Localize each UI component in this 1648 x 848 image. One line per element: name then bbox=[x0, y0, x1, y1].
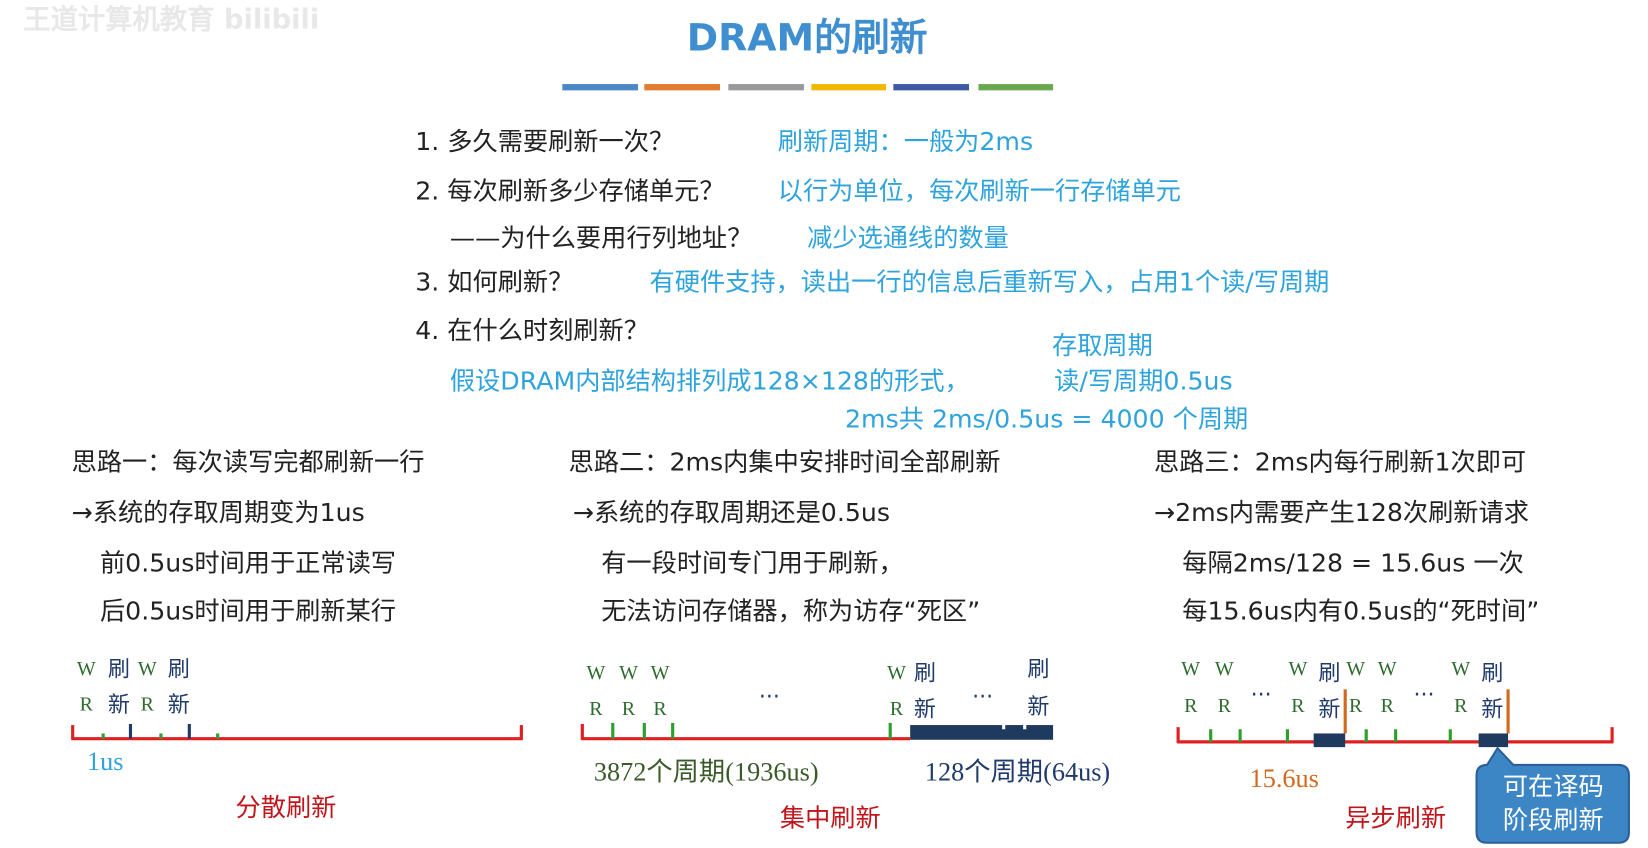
question: 3. 如何刷新？ bbox=[415, 268, 573, 297]
column-heading: 思路三：2ms内每行刷新1次即可 bbox=[1154, 447, 1526, 476]
timeline-label: 刷 bbox=[1318, 662, 1340, 687]
timeline-label: 刷 bbox=[914, 662, 936, 687]
column-line: 每15.6us内有0.5us的“死时间” bbox=[1182, 597, 1539, 626]
assumption-line: 假设DRAM内部结构排列成128×128的形式， bbox=[450, 366, 970, 395]
timeline-label: W bbox=[1215, 658, 1234, 680]
timeline-label: 新 bbox=[108, 693, 130, 718]
timeline-label: 刷 bbox=[168, 657, 190, 682]
column-line: →系统的存取周期还是0.5us bbox=[573, 498, 890, 527]
timeline-label: R bbox=[1184, 695, 1198, 717]
timeline-label: W bbox=[619, 662, 638, 684]
timeline-label: W bbox=[887, 662, 906, 684]
timeline-async bbox=[1176, 689, 1614, 748]
callout-text: 可在译码 bbox=[1503, 772, 1604, 801]
assumption-label: 存取周期 bbox=[1052, 331, 1153, 360]
timeline-note: 异步刷新 bbox=[1345, 804, 1446, 833]
timeline-label: W bbox=[587, 662, 606, 684]
answer: 刷新周期：一般为2ms bbox=[778, 127, 1033, 156]
timeline-label: ... bbox=[759, 678, 780, 703]
column-line: 无法访问存储器，称为访存“死区” bbox=[601, 597, 980, 626]
timeline-label: R bbox=[622, 698, 636, 720]
title-underline bbox=[562, 84, 1054, 91]
timeline-note: 分散刷新 bbox=[236, 793, 337, 822]
timeline-label: W bbox=[1451, 658, 1470, 680]
timeline-label: W bbox=[1288, 658, 1307, 680]
timeline-label: R bbox=[1349, 695, 1363, 717]
assumption-line: 2ms共 2ms/0.5us = 4000 个周期 bbox=[845, 404, 1248, 433]
timeline-note: 15.6us bbox=[1250, 764, 1319, 793]
callout-text: 阶段刷新 bbox=[1503, 806, 1604, 835]
column-line: 每隔2ms/128 = 15.6us 一次 bbox=[1182, 548, 1523, 577]
column-line: 前0.5us时间用于正常读写 bbox=[100, 548, 396, 577]
timeline-label: W bbox=[77, 658, 96, 680]
answer: 有硬件支持，读出一行的信息后重新写入，占用1个读/写周期 bbox=[650, 268, 1330, 297]
timeline-label: W bbox=[138, 658, 157, 680]
timeline-label: R bbox=[890, 698, 904, 720]
callout: 可在译码 阶段刷新 bbox=[1475, 746, 1630, 844]
timeline-label: 新 bbox=[1027, 695, 1049, 720]
question: 4. 在什么时刻刷新？ bbox=[415, 316, 649, 345]
assumption-line: 读/写周期0.5us bbox=[1054, 366, 1233, 395]
timeline-label: R bbox=[80, 694, 94, 716]
timeline-label: R bbox=[141, 694, 155, 716]
timeline-label: R bbox=[1381, 695, 1395, 717]
timeline-label: 刷 bbox=[1027, 657, 1049, 682]
timeline-label: R bbox=[1291, 695, 1305, 717]
timeline-label: W bbox=[651, 662, 670, 684]
question: 1. 多久需要刷新一次？ bbox=[415, 127, 674, 156]
timeline-label: 新 bbox=[1318, 697, 1340, 722]
answer: 减少选通线的数量 bbox=[807, 224, 1009, 253]
timeline-label: 刷 bbox=[1481, 662, 1503, 687]
timeline-label: R bbox=[589, 698, 603, 720]
timeline-centralized bbox=[580, 722, 1054, 741]
timeline-label: R bbox=[653, 698, 667, 720]
question: 2. 每次刷新多少存储单元？ bbox=[415, 176, 724, 205]
watermark: 王道计算机教育 bilibili bbox=[23, 4, 319, 36]
column-line: 有一段时间专门用于刷新， bbox=[601, 548, 903, 577]
column-line: →系统的存取周期变为1us bbox=[72, 498, 365, 527]
timeline-note: 128个周期(64us) bbox=[925, 757, 1110, 786]
timeline-label: ... bbox=[972, 678, 993, 703]
answer: 以行为单位，每次刷新一行存储单元 bbox=[778, 176, 1181, 205]
column-heading: 思路二：2ms内集中安排时间全部刷新 bbox=[569, 447, 1001, 476]
timeline-label: R bbox=[1454, 695, 1468, 717]
timeline-label: W bbox=[1346, 658, 1365, 680]
timeline-label: ... bbox=[1413, 676, 1434, 701]
timeline-label: 新 bbox=[168, 693, 190, 718]
timeline-note: 集中刷新 bbox=[780, 804, 881, 833]
timeline-label: R bbox=[1218, 695, 1232, 717]
column-heading: 思路一：每次读写完都刷新一行 bbox=[72, 447, 425, 476]
timeline-label: 刷 bbox=[108, 657, 130, 682]
question: ——为什么要用行列地址？ bbox=[450, 224, 752, 253]
timeline-label: W bbox=[1181, 658, 1200, 680]
timeline-label: ... bbox=[1251, 676, 1272, 701]
timeline-note: 3872个周期(1936us) bbox=[594, 757, 819, 786]
column-line: →2ms内需要产生128次刷新请求 bbox=[1154, 498, 1529, 527]
timeline-note: 1us bbox=[87, 747, 124, 776]
timeline-distributed bbox=[71, 724, 523, 741]
title: DRAM的刷新 bbox=[687, 15, 928, 59]
timeline-label: W bbox=[1378, 658, 1397, 680]
timeline-label: 新 bbox=[1481, 697, 1503, 722]
column-line: 后0.5us时间用于刷新某行 bbox=[100, 597, 396, 626]
timeline-label: 新 bbox=[914, 697, 936, 722]
